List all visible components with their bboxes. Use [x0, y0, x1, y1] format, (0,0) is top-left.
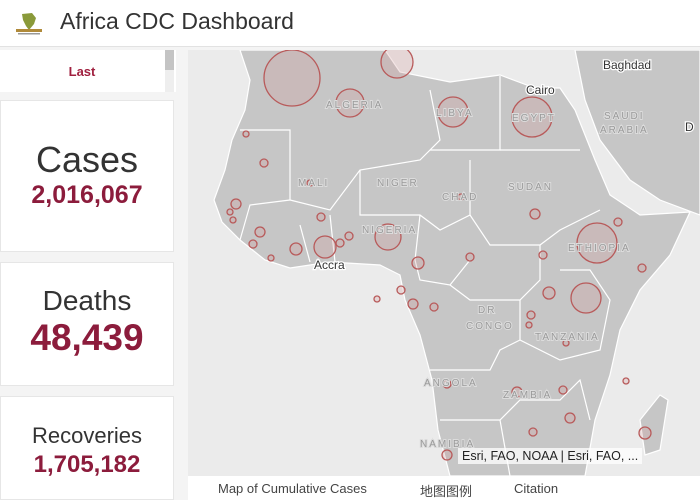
city-label: D: [685, 120, 694, 134]
land: [213, 50, 700, 476]
country-label: ANGOLA: [424, 378, 478, 389]
country-label: LIBYA: [436, 108, 474, 119]
country-label: EGYPT: [512, 113, 556, 124]
map-attribution: Esri, FAO, NOAA | Esri, FAO, ...: [458, 448, 643, 464]
scrollbar[interactable]: [165, 50, 174, 92]
country-label: SAUDI: [604, 111, 645, 122]
city-label: Baghdad: [603, 58, 651, 72]
country-label: NAMIBIA: [420, 439, 475, 450]
country-label: NIGER: [377, 178, 419, 189]
tab-bar: Map of Cumulative Cases 地图图例 Citation: [188, 476, 700, 500]
country-label: CONGO: [466, 321, 514, 332]
card-title: Cases: [35, 139, 139, 180]
country-label: DR: [478, 305, 496, 316]
cases-card: Cases 2,016,067: [0, 100, 174, 252]
logo: [16, 13, 42, 35]
dashboard-title: Africa CDC Dashboard: [60, 8, 294, 34]
city-label: Cairo: [526, 83, 555, 97]
panel-label[interactable]: Last: [68, 64, 96, 79]
card-value: 2,016,067: [31, 181, 143, 209]
recoveries-card: Recoveries 1,705,182: [0, 396, 174, 500]
map-labels: Baghdad Cairo ALGERIA LIBYA EGYPT SAUDI …: [297, 57, 695, 451]
deaths-card: Deaths 48,439: [0, 262, 174, 386]
tab[interactable]: Map of Cumulative Cases: [218, 481, 367, 496]
card-value: 48,439: [30, 317, 144, 358]
country-label: NIGERIA: [362, 225, 417, 236]
tab[interactable]: 地图图例: [420, 484, 473, 499]
country-label: ETHIOPIA: [568, 243, 631, 254]
country-label: MALI: [298, 178, 329, 189]
country-label: SUDAN: [508, 182, 553, 193]
card-title: Recoveries: [31, 423, 143, 448]
country-label: ALGERIA: [326, 100, 383, 111]
card-value: 1,705,182: [33, 451, 141, 478]
country-label: CHAD: [442, 192, 478, 203]
case-circles: [226, 50, 652, 461]
map[interactable]: Baghdad Cairo ALGERIA LIBYA EGYPT SAUDI …: [188, 50, 700, 476]
card-title: Deaths: [42, 285, 132, 316]
country-label: ARABIA: [600, 125, 649, 136]
country-label: TANZANIA: [535, 332, 600, 343]
header: Africa CDC Dashboard: [0, 0, 700, 47]
city-label: Accra: [314, 258, 345, 272]
country-label: ZAMBIA: [503, 390, 552, 401]
date-panel: Last: [0, 50, 176, 92]
tab[interactable]: Citation: [514, 481, 559, 496]
